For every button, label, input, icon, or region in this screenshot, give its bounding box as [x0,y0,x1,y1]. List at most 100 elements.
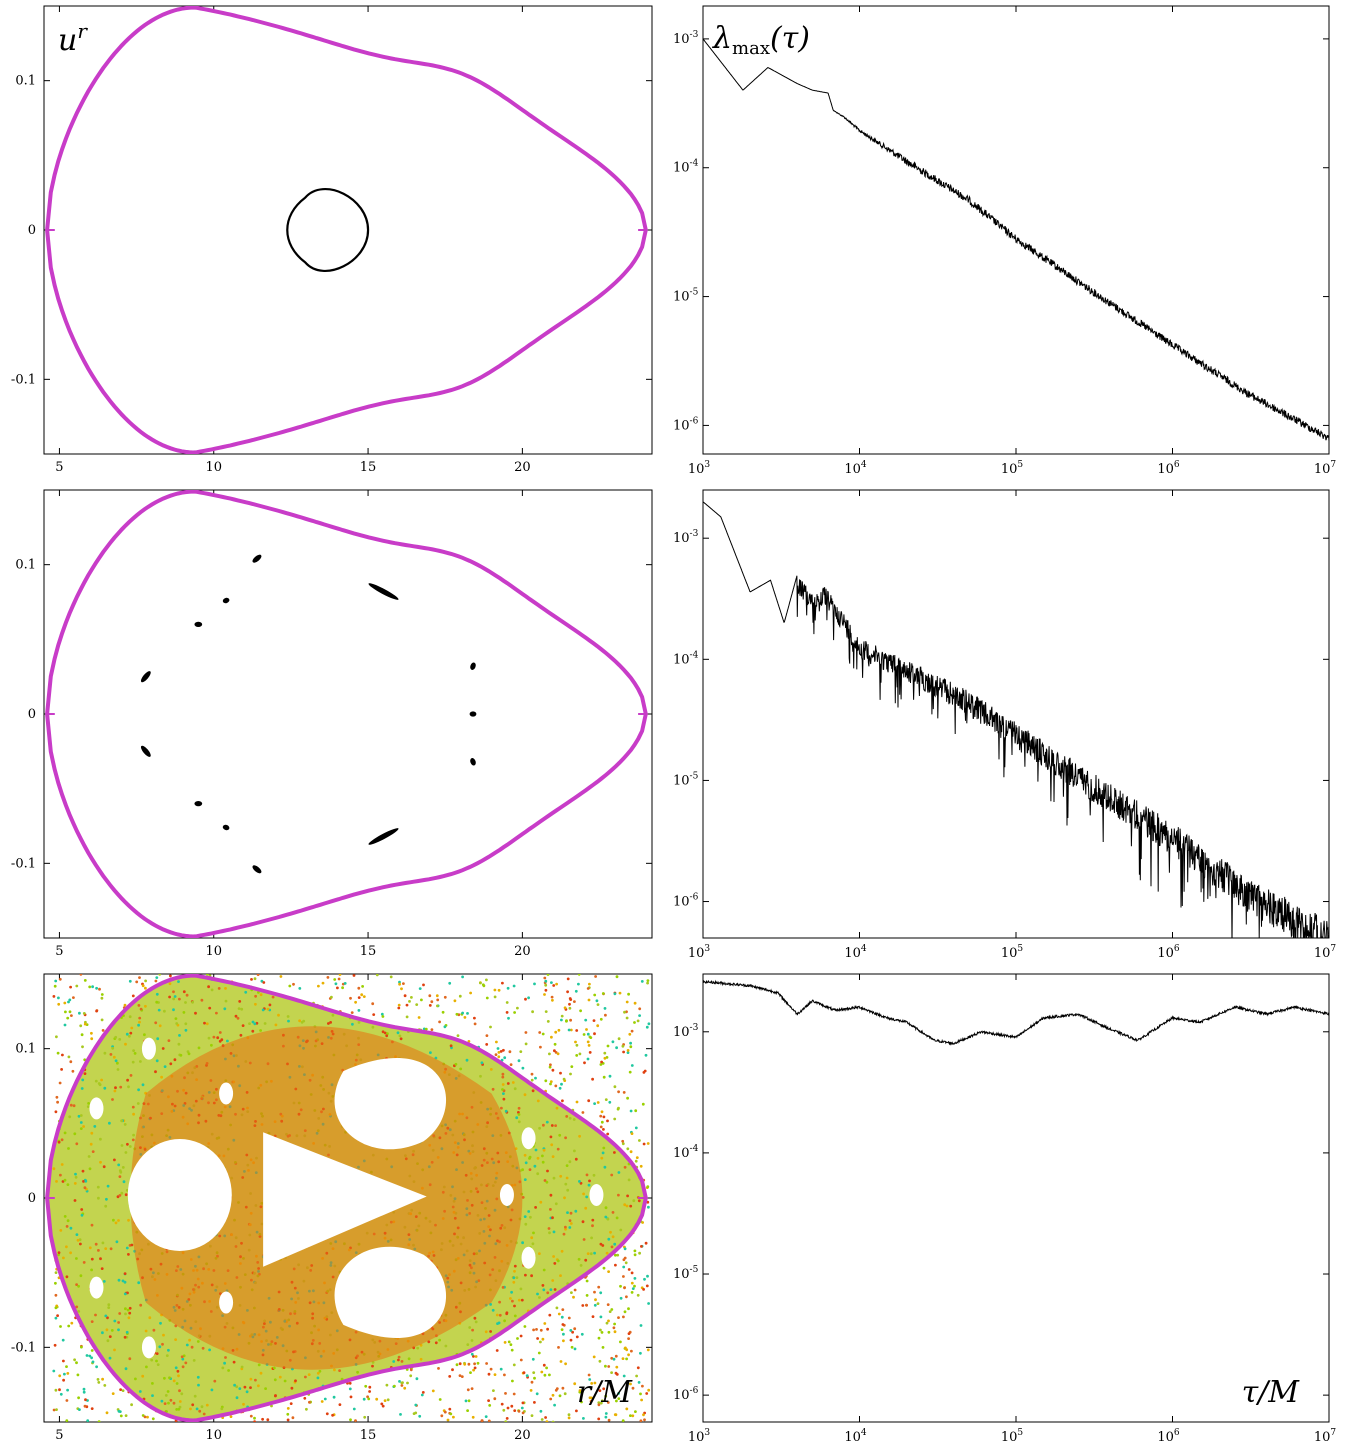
chaos-point [185,993,189,997]
chaos-point [479,1074,482,1078]
chaos-point [612,1357,616,1361]
chaos-point [502,1092,505,1095]
chaos-point [298,987,302,990]
chaos-point [581,1304,585,1307]
chaos-point [195,1407,199,1411]
chaos-point [117,1409,121,1413]
x-tick-exp: 7 [1330,1428,1336,1438]
chaos-point [168,1376,171,1380]
chaos-point [582,1033,586,1036]
chaos-point [235,1396,239,1400]
chaos-point [586,1057,590,1061]
chaos-point [243,1385,247,1389]
chaos-point [592,1019,596,1022]
chaos-point [238,1387,242,1390]
y-tick-base: 10 [673,652,690,667]
chaos-point [622,1050,625,1054]
chaos-point [191,1403,195,1407]
y-tick-exp: -6 [690,893,699,903]
chaos-point [536,1099,540,1103]
chaos-point [181,1365,185,1369]
chaos-point [290,1386,294,1390]
chaos-point [132,1133,136,1137]
x-tick-label: 10 [205,460,222,475]
chaos-point [90,1223,94,1227]
chaos-point [570,1291,573,1294]
y-tick-exp: -4 [690,1144,699,1154]
chaos-point [320,1400,324,1403]
chaos-point [622,1315,625,1319]
plot-area [703,979,1329,1046]
chaos-point [575,1054,579,1057]
chaos-point [60,1163,64,1166]
chaos-point [90,1131,94,1135]
chaos-point [617,1090,620,1094]
chaos-point [298,1019,301,1023]
chaos-point [541,1032,545,1036]
chaos-point [605,1321,609,1325]
chaos-point [446,1418,450,1422]
chaos-point [585,1028,588,1031]
chaos-point [604,1364,607,1368]
chaos-point [164,1394,168,1397]
chaos-point [598,1359,602,1363]
x-tick-label: 20 [514,944,531,959]
chaos-point [226,1039,229,1043]
chaos-point [201,1346,205,1350]
chaos-point [531,1357,535,1361]
chaos-point [338,1403,342,1406]
chaos-point [551,998,554,1002]
x-tick-label: 106 [1157,1428,1180,1445]
chaos-point [97,1381,101,1384]
chaos-point [91,1360,95,1364]
y-tick-label: 0 [28,223,36,238]
chaos-point [625,1000,629,1004]
chaos-point [200,1405,204,1409]
chaos-point [600,1120,604,1124]
chaos-point [613,992,617,996]
chaos-point [259,1029,262,1032]
chaos-point [631,1414,635,1418]
chaos-point [123,1003,127,1007]
chaos-point [253,977,257,981]
y-tick-base: 10 [673,1146,690,1161]
chaos-point [637,1381,641,1384]
y-tick-label: 0 [28,707,36,722]
chaos-point [261,1008,265,1012]
chaos-point [593,1290,596,1294]
chaos-point [639,1324,643,1327]
y-tick-base: 10 [673,1025,690,1040]
chaos-point [244,990,248,994]
island-left [127,1139,232,1252]
chaos-point [54,1110,58,1114]
chaos-point [629,1204,633,1208]
chaos-point [83,1186,87,1190]
chaos-point [530,1072,534,1076]
chaos-point [525,1374,529,1377]
chaos-point [111,1392,115,1395]
chaos-point [130,1243,134,1247]
chaos-point [498,1313,502,1317]
x-tick-exp: 6 [1174,944,1180,954]
chaos-point [597,1401,601,1404]
chaos-point [529,1215,532,1219]
chaos-point [536,1337,539,1340]
chaos-point [117,1163,121,1167]
chaos-point [599,1291,603,1295]
chaos-point [90,1320,94,1323]
chaos-point [132,1112,136,1116]
chaos-point [603,1051,607,1055]
chaos-point [626,1049,630,1052]
chaos-point [348,1387,352,1391]
chaos-point [61,1338,65,1342]
chaos-point [491,1308,495,1312]
chaos-point [286,1412,290,1416]
chaos-point [582,1238,586,1241]
chaos-point [614,1354,618,1358]
chaos-point [249,1386,252,1389]
chaos-point [466,1343,470,1346]
chaos-point [196,1340,200,1343]
x-tick-label: 103 [688,1428,711,1445]
plot-frame [43,489,653,939]
y-tick-base: 10 [673,32,690,47]
